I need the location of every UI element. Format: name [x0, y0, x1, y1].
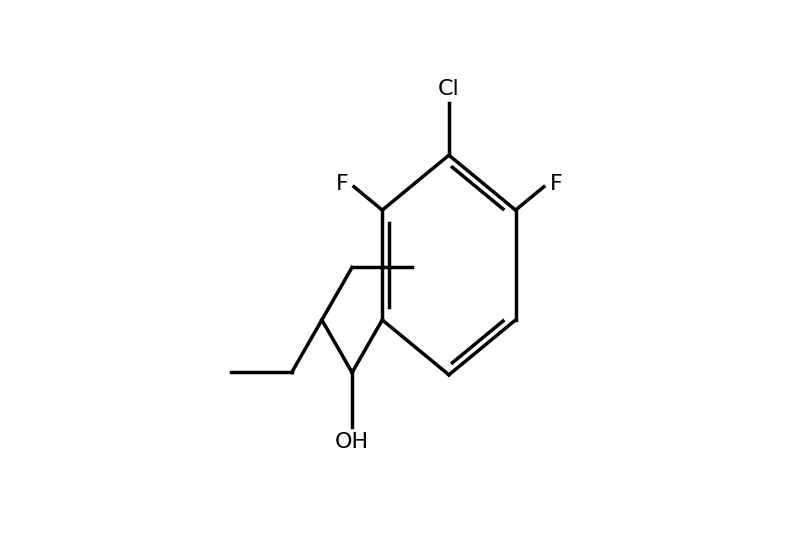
- Text: F: F: [549, 174, 562, 194]
- Text: Cl: Cl: [438, 78, 459, 99]
- Text: F: F: [336, 174, 348, 194]
- Text: OH: OH: [335, 432, 369, 452]
